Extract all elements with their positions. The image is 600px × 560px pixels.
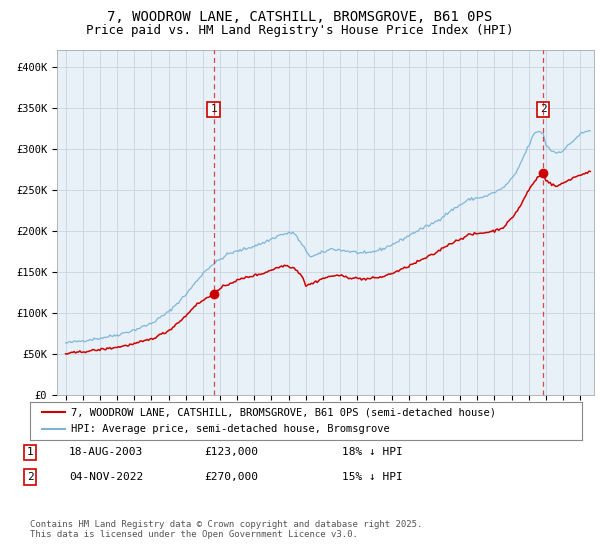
- Text: 15% ↓ HPI: 15% ↓ HPI: [342, 472, 403, 482]
- Text: £123,000: £123,000: [204, 447, 258, 458]
- Text: Price paid vs. HM Land Registry's House Price Index (HPI): Price paid vs. HM Land Registry's House …: [86, 24, 514, 36]
- Text: HPI: Average price, semi-detached house, Bromsgrove: HPI: Average price, semi-detached house,…: [71, 424, 390, 434]
- Text: £270,000: £270,000: [204, 472, 258, 482]
- Text: 04-NOV-2022: 04-NOV-2022: [69, 472, 143, 482]
- Text: 7, WOODROW LANE, CATSHILL, BROMSGROVE, B61 0PS: 7, WOODROW LANE, CATSHILL, BROMSGROVE, B…: [107, 10, 493, 24]
- Text: 1: 1: [210, 105, 217, 114]
- Text: 18% ↓ HPI: 18% ↓ HPI: [342, 447, 403, 458]
- Text: 1: 1: [26, 447, 34, 458]
- Text: 7, WOODROW LANE, CATSHILL, BROMSGROVE, B61 0PS (semi-detached house): 7, WOODROW LANE, CATSHILL, BROMSGROVE, B…: [71, 407, 496, 417]
- Text: 2: 2: [26, 472, 34, 482]
- Text: Contains HM Land Registry data © Crown copyright and database right 2025.
This d: Contains HM Land Registry data © Crown c…: [30, 520, 422, 539]
- Text: 18-AUG-2003: 18-AUG-2003: [69, 447, 143, 458]
- Text: 2: 2: [540, 105, 547, 114]
